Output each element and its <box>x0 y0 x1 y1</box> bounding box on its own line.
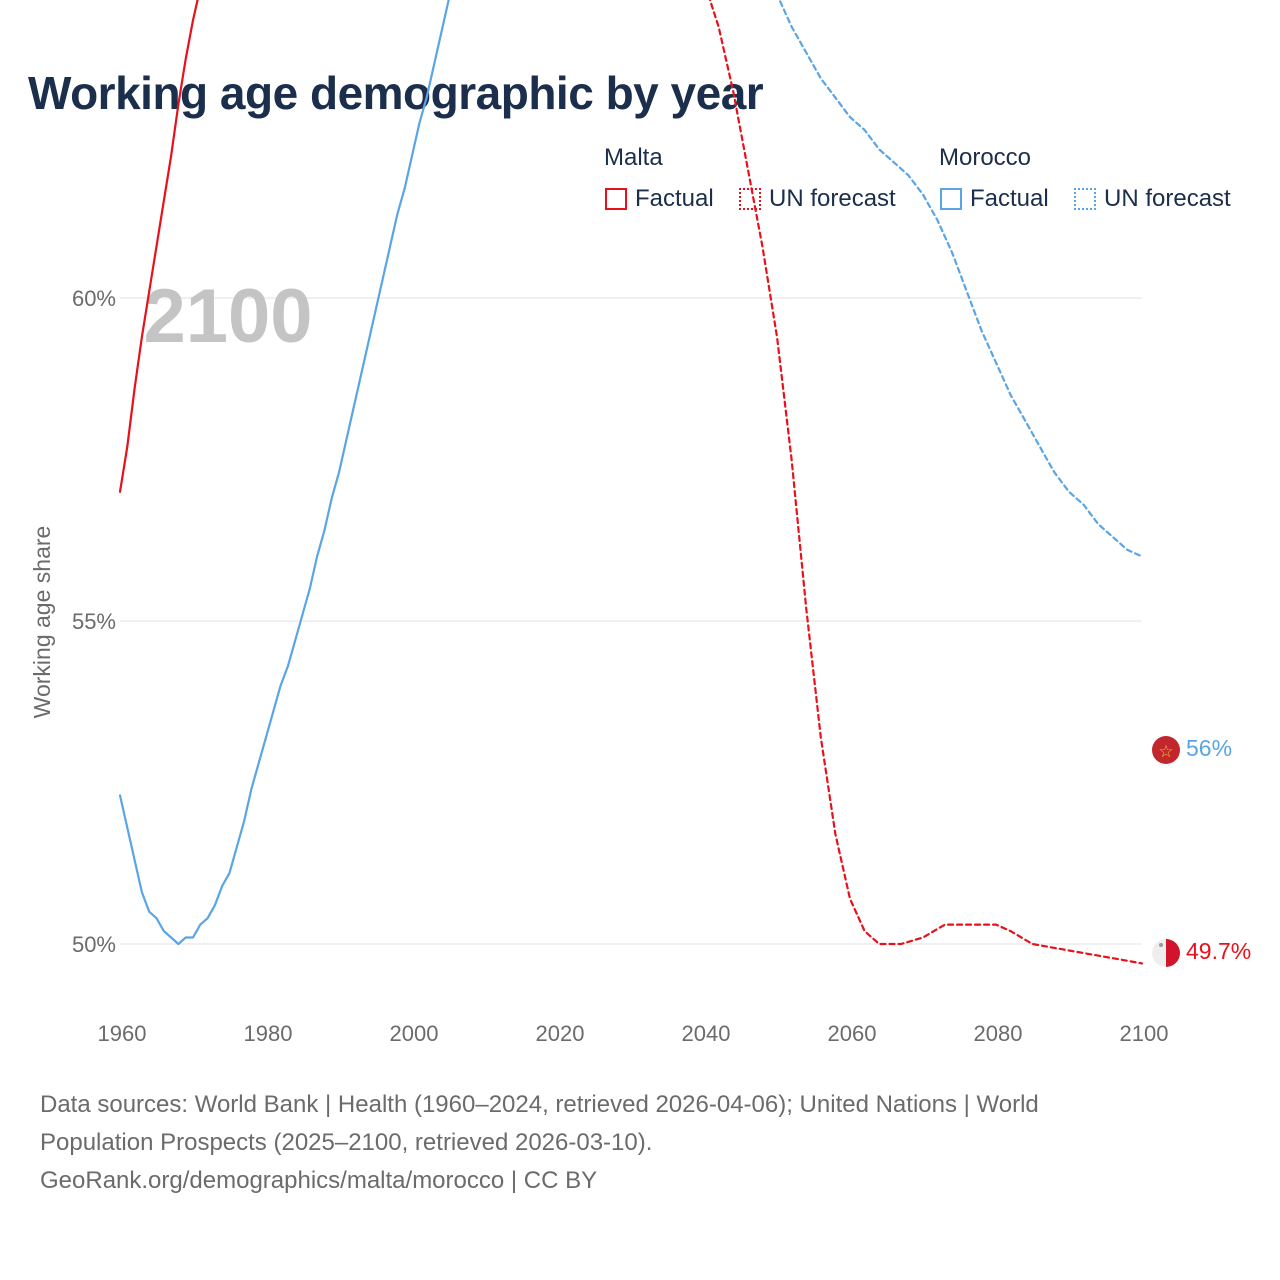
legend-group-morocco: Morocco <box>939 144 1032 171</box>
series-line-morocco-factual <box>118 0 450 946</box>
x-tick-label: 2060 <box>828 1021 877 1046</box>
series <box>118 0 1144 965</box>
x-tick-label: 2040 <box>682 1021 731 1046</box>
malta-flag-icon <box>1152 939 1180 967</box>
y-tick-label: 55% <box>72 609 116 634</box>
source-line-2: Population Prospects (2025–2100, retriev… <box>40 1129 653 1156</box>
legend-label-morocco-forecast: UN forecast <box>1104 185 1231 212</box>
legend-swatch-morocco-factual <box>940 188 962 210</box>
x-tick-label: 2000 <box>390 1021 439 1046</box>
x-tick-label: 2020 <box>536 1021 585 1046</box>
legend-item-malta-factual[interactable]: Factual <box>605 184 714 214</box>
x-tick-label: 1980 <box>244 1021 293 1046</box>
legend-item-malta-forecast[interactable]: UN forecast <box>739 184 896 214</box>
legend-label-malta-forecast: UN forecast <box>769 185 896 212</box>
year-overlay: 2100 <box>143 274 312 359</box>
legend-label-morocco-factual: Factual <box>970 185 1049 212</box>
source-line-3[interactable]: GeoRank.org/demographics/malta/morocco |… <box>40 1167 598 1194</box>
legend-item-morocco-forecast[interactable]: UN forecast <box>1074 184 1231 214</box>
series-line-morocco-forecast <box>778 0 1144 558</box>
legend-swatch-malta-factual <box>605 188 627 210</box>
x-tick-label: 2100 <box>1120 1021 1169 1046</box>
y-tick-label: 60% <box>72 286 116 311</box>
series-line-malta-factual <box>118 0 199 493</box>
y-axis-label: Working age share <box>29 526 55 719</box>
x-tick-label: 1960 <box>98 1021 147 1046</box>
legend-item-morocco-factual[interactable]: Factual <box>940 184 1049 214</box>
legend-label-malta-factual: Factual <box>635 185 714 212</box>
series-line-malta-forecast <box>708 0 1144 965</box>
y-tick-label: 50% <box>72 932 116 957</box>
x-axis-ticks: 1960 1980 2000 2020 2040 2060 2080 2100 <box>98 1021 1169 1046</box>
legend-swatch-morocco-forecast <box>1074 188 1096 210</box>
y-axis-ticks: 50%55%60%65%70% <box>72 286 116 957</box>
svg-text:☆: ☆ <box>1158 742 1173 762</box>
legend-swatch-malta-forecast <box>739 188 761 210</box>
source-note: Data sources: World Bank | Health (1960–… <box>40 1086 1220 1200</box>
end-label-malta: 49.7% <box>1186 938 1251 964</box>
end-label-morocco: 56% <box>1186 735 1232 761</box>
gridlines <box>120 297 1142 945</box>
source-line-1: Data sources: World Bank | Health (1960–… <box>40 1091 1039 1118</box>
legend-group-malta: Malta <box>604 144 663 171</box>
chart-title: Working age demographic by year <box>28 67 764 119</box>
x-tick-label: 2080 <box>974 1021 1023 1046</box>
morocco-flag-icon: ☆ <box>1152 736 1180 764</box>
